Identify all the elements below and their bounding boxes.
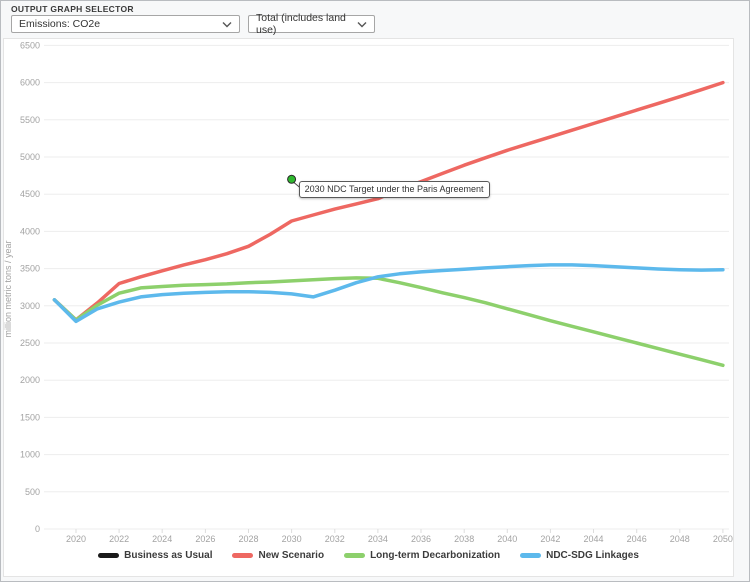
annotation-pointer — [293, 181, 300, 188]
chart-panel: 0 500 1000 1500 2000 2500 3000 3500 4000 4500 5000… — [3, 38, 734, 577]
x-tick-label: 2026 — [195, 534, 215, 544]
graph-type-select[interactable]: Emissions: CO2e — [11, 15, 240, 33]
legend-label: Business as Usual — [124, 550, 213, 561]
legend-swatch-icon — [520, 553, 542, 558]
chevron-down-icon — [222, 21, 232, 27]
x-tick-label: 2036 — [411, 534, 431, 544]
x-tick-label: 2024 — [152, 534, 172, 544]
x-tick-label: 2032 — [325, 534, 345, 544]
legend-swatch-icon — [344, 553, 366, 558]
series-line-long-term-decarbonization — [52, 276, 725, 368]
y-axis-title: million metric tons / year — [4, 240, 13, 337]
y-tick-label: 2000 — [20, 375, 40, 385]
x-tick-label: 2044 — [583, 534, 603, 544]
y-tick-label: 3500 — [20, 264, 40, 274]
x-tick-label: 2050 — [713, 534, 733, 544]
x-tick-label: 2034 — [368, 534, 388, 544]
chart-legend: Business as Usual New Scenario Long-term D… — [4, 550, 733, 561]
series-line-new-scenario — [52, 80, 725, 322]
legend-item-new-scenario[interactable]: New Scenario — [232, 550, 324, 561]
x-tick-label: 2038 — [454, 534, 474, 544]
x-tick-label: 2020 — [66, 534, 86, 544]
y-tick-label: 4500 — [20, 189, 40, 199]
y-tick-label: 4000 — [20, 226, 40, 236]
output-graph-selector-label: OUTPUT GRAPH SELECTOR — [11, 4, 134, 14]
series-line-ndc-sdg-linkages — [52, 263, 725, 324]
legend-swatch-icon — [232, 553, 254, 558]
x-tick-label: 2048 — [670, 534, 690, 544]
legend-label: Long-term Decarbonization — [370, 550, 501, 561]
x-tick-label: 2040 — [497, 534, 517, 544]
chevron-down-icon — [357, 21, 367, 27]
y-tick-label: 3000 — [20, 301, 40, 311]
x-tick-label: 2042 — [540, 534, 560, 544]
x-tick-label: 2028 — [238, 534, 258, 544]
y-tick-label: 2500 — [20, 338, 40, 348]
y-tick-label: 5500 — [20, 115, 40, 125]
graph-type-select-value: Emissions: CO2e — [19, 18, 101, 30]
legend-item-ndc-sdg-linkages[interactable]: NDC-SDG Linkages — [520, 550, 639, 561]
unit-select[interactable]: Total (includes land use) — [248, 12, 375, 36]
y-tick-label: 6500 — [20, 40, 40, 50]
legend-label: New Scenario — [258, 550, 325, 561]
ndc-target-marker[interactable] — [287, 174, 297, 184]
unit-select-value: Total (includes land use) — [256, 12, 346, 36]
y-tick-label: 1000 — [20, 450, 40, 460]
y-tick-label: 500 — [25, 487, 40, 497]
x-tick-label: 2030 — [282, 534, 302, 544]
x-tick-label: 2022 — [109, 534, 129, 544]
legend-label: NDC-SDG Linkages — [546, 550, 639, 561]
legend-item-business-as-usual[interactable]: Business as Usual — [98, 550, 212, 561]
y-tick-label: 6000 — [20, 78, 40, 88]
legend-item-long-term-decarbonization[interactable]: Long-term Decarbonization — [344, 550, 500, 561]
y-tick-label: 0 — [35, 524, 40, 534]
x-tick-label: 2046 — [627, 534, 647, 544]
ndc-target-tooltip: 2030 NDC Target under the Paris Agreemen… — [298, 181, 490, 199]
y-tick-label: 1500 — [20, 412, 40, 422]
y-tick-label: 5000 — [20, 152, 40, 162]
emissions-line-chart: 0 500 1000 1500 2000 2500 3000 3500 4000 4500 5000… — [4, 40, 733, 544]
legend-swatch-icon — [98, 553, 120, 558]
